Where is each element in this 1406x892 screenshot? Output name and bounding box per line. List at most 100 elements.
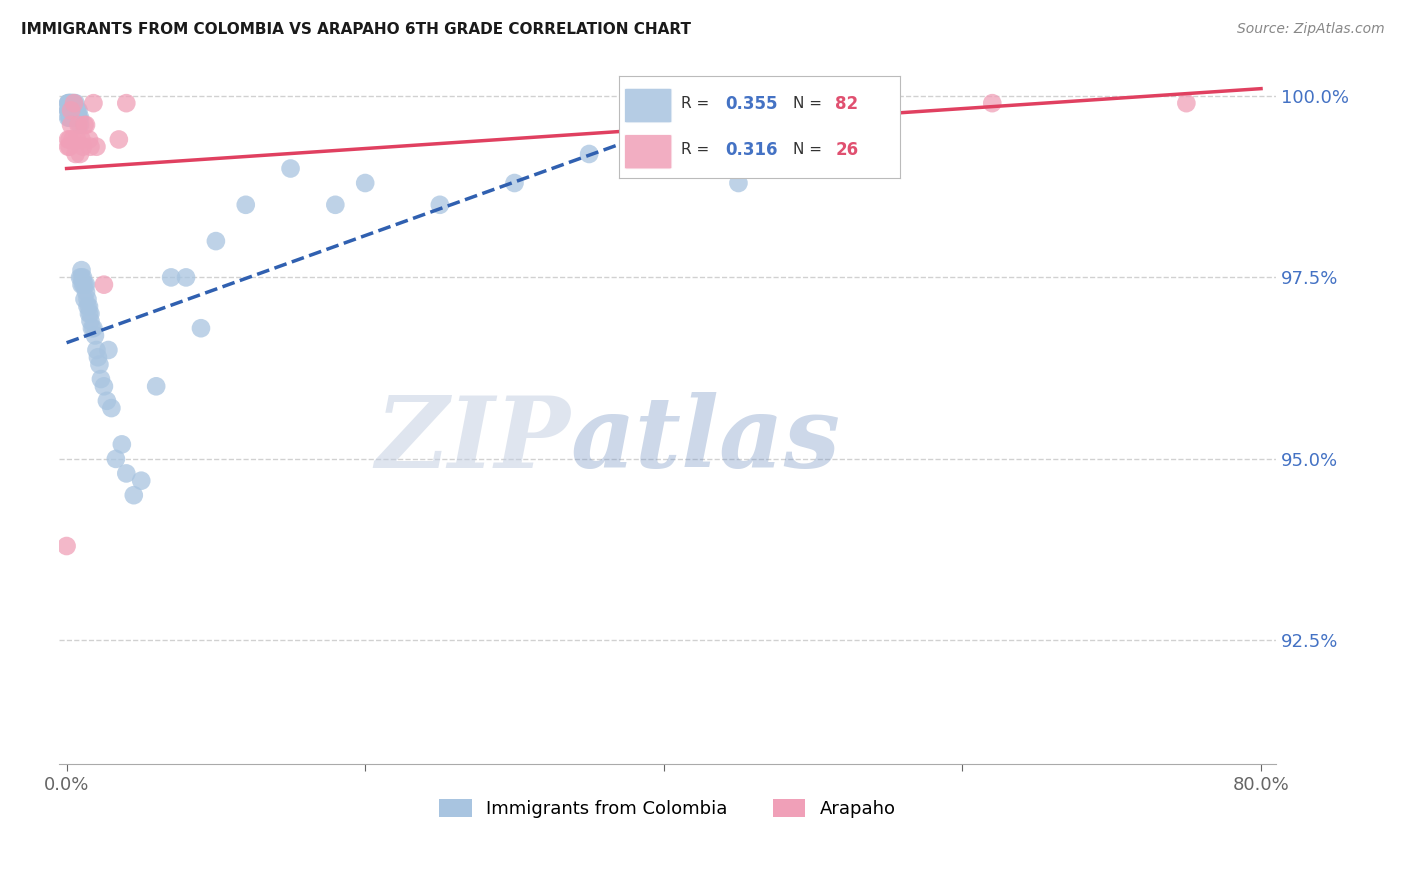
- Point: [58, 111, 80, 125]
- Point: [56, 132, 79, 146]
- Point: [69, 111, 91, 125]
- Point: [67, 111, 90, 125]
- Point: [62, 111, 84, 125]
- Point: [56, 96, 79, 111]
- Point: [801, 161, 824, 176]
- Point: [62, 96, 84, 111]
- Point: [67, 103, 90, 118]
- Point: [60, 103, 83, 118]
- Point: [75, 285, 97, 299]
- Text: 0.316: 0.316: [725, 141, 778, 159]
- Point: [72, 270, 94, 285]
- Text: IMMIGRANTS FROM COLOMBIA VS ARAPAHO 6TH GRADE CORRELATION CHART: IMMIGRANTS FROM COLOMBIA VS ARAPAHO 6TH …: [21, 22, 692, 37]
- Point: [63, 96, 86, 111]
- Point: [82, 321, 104, 335]
- Point: [70, 270, 93, 285]
- Text: N =: N =: [793, 96, 827, 111]
- Text: R =: R =: [681, 142, 714, 157]
- Point: [90, 372, 112, 386]
- Point: [58, 96, 80, 111]
- Point: [58, 103, 80, 118]
- Point: [100, 401, 122, 415]
- Point: [280, 161, 302, 176]
- Point: [84, 328, 107, 343]
- Point: [63, 111, 86, 125]
- Text: R =: R =: [681, 96, 714, 111]
- FancyBboxPatch shape: [624, 135, 672, 169]
- Point: [79, 139, 101, 153]
- Point: [55, 539, 77, 553]
- Point: [87, 351, 110, 365]
- Point: [325, 198, 347, 212]
- Point: [160, 270, 183, 285]
- Point: [89, 358, 111, 372]
- Point: [981, 96, 1004, 111]
- Text: 26: 26: [835, 141, 858, 159]
- Point: [80, 321, 103, 335]
- Point: [69, 118, 91, 132]
- Point: [66, 132, 89, 146]
- Point: [73, 292, 96, 306]
- Point: [111, 437, 134, 451]
- Text: atlas: atlas: [571, 392, 841, 488]
- Point: [56, 111, 79, 125]
- Point: [65, 147, 87, 161]
- Point: [56, 103, 79, 118]
- Point: [578, 147, 600, 161]
- Text: 0.355: 0.355: [725, 95, 778, 112]
- Point: [66, 103, 89, 118]
- Text: N =: N =: [793, 142, 827, 157]
- Point: [67, 111, 90, 125]
- Point: [96, 393, 118, 408]
- Point: [75, 277, 97, 292]
- Point: [174, 270, 197, 285]
- Point: [190, 321, 212, 335]
- Point: [60, 96, 83, 111]
- Legend: Immigrants from Colombia, Arapaho: Immigrants from Colombia, Arapaho: [432, 791, 903, 825]
- Point: [66, 111, 89, 125]
- Point: [56, 103, 79, 118]
- Point: [70, 277, 93, 292]
- Point: [93, 379, 115, 393]
- Point: [56, 96, 79, 111]
- Point: [56, 139, 79, 153]
- Point: [86, 343, 108, 357]
- Point: [354, 176, 377, 190]
- Point: [77, 307, 100, 321]
- Point: [86, 139, 108, 153]
- Point: [77, 300, 100, 314]
- Point: [58, 139, 80, 153]
- Point: [60, 118, 83, 132]
- Point: [76, 292, 98, 306]
- Point: [65, 96, 87, 111]
- Point: [58, 132, 80, 146]
- Point: [876, 147, 898, 161]
- Point: [429, 198, 451, 212]
- Point: [129, 474, 152, 488]
- Point: [104, 451, 127, 466]
- Point: [115, 96, 138, 111]
- Point: [62, 96, 84, 111]
- Point: [79, 307, 101, 321]
- Point: [69, 147, 91, 161]
- Point: [79, 314, 101, 328]
- Point: [58, 111, 80, 125]
- Point: [58, 96, 80, 111]
- Point: [63, 96, 86, 111]
- Text: ZIP: ZIP: [375, 392, 571, 488]
- Point: [65, 111, 87, 125]
- Point: [58, 103, 80, 118]
- Point: [69, 270, 91, 285]
- Text: Source: ZipAtlas.com: Source: ZipAtlas.com: [1237, 22, 1385, 37]
- Point: [67, 118, 90, 132]
- Point: [145, 379, 167, 393]
- Point: [60, 111, 83, 125]
- FancyBboxPatch shape: [624, 88, 672, 123]
- Point: [108, 132, 131, 146]
- Point: [115, 467, 138, 481]
- Point: [652, 147, 675, 161]
- Point: [205, 234, 228, 248]
- Point: [58, 96, 80, 111]
- Point: [235, 198, 257, 212]
- Point: [72, 139, 94, 153]
